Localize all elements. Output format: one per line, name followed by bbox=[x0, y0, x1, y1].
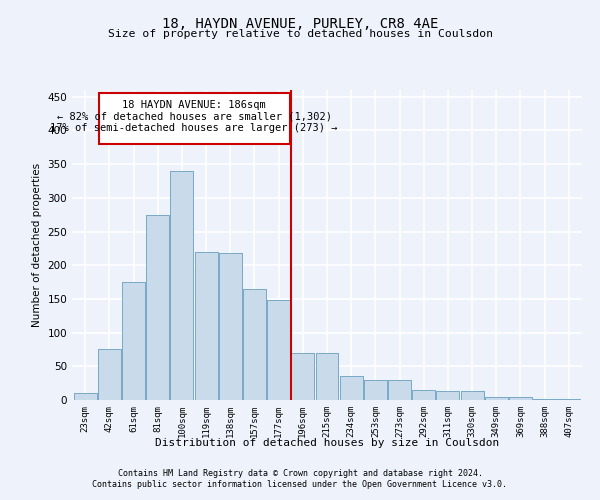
Bar bbox=[74, 394, 97, 400]
Bar bbox=[194, 252, 218, 400]
Bar bbox=[219, 253, 242, 400]
Text: Contains public sector information licensed under the Open Government Licence v3: Contains public sector information licen… bbox=[92, 480, 508, 489]
Bar bbox=[243, 289, 266, 400]
Text: Size of property relative to detached houses in Coulsdon: Size of property relative to detached ho… bbox=[107, 29, 493, 39]
Bar bbox=[243, 289, 266, 400]
Bar bbox=[122, 282, 145, 400]
Bar bbox=[74, 394, 97, 400]
Text: 18, HAYDN AVENUE, PURLEY, CR8 4AE: 18, HAYDN AVENUE, PURLEY, CR8 4AE bbox=[162, 18, 438, 32]
Bar bbox=[485, 396, 508, 400]
Text: 17% of semi-detached houses are larger (273) →: 17% of semi-detached houses are larger (… bbox=[50, 123, 338, 133]
Bar bbox=[388, 380, 411, 400]
Bar bbox=[340, 376, 362, 400]
Bar bbox=[412, 390, 435, 400]
Bar bbox=[170, 171, 193, 400]
Text: Contains HM Land Registry data © Crown copyright and database right 2024.: Contains HM Land Registry data © Crown c… bbox=[118, 468, 482, 477]
Bar bbox=[267, 300, 290, 400]
Bar bbox=[122, 282, 145, 400]
Bar bbox=[509, 396, 532, 400]
FancyBboxPatch shape bbox=[98, 94, 290, 144]
Bar bbox=[364, 380, 387, 400]
Bar bbox=[98, 350, 121, 400]
Y-axis label: Number of detached properties: Number of detached properties bbox=[32, 163, 42, 327]
Bar bbox=[292, 353, 314, 400]
Text: Distribution of detached houses by size in Coulsdon: Distribution of detached houses by size … bbox=[155, 438, 499, 448]
Bar bbox=[146, 214, 169, 400]
Text: 18 HAYDN AVENUE: 186sqm: 18 HAYDN AVENUE: 186sqm bbox=[122, 100, 266, 110]
Bar bbox=[194, 252, 218, 400]
Bar bbox=[485, 396, 508, 400]
Bar bbox=[267, 300, 290, 400]
Bar bbox=[388, 380, 411, 400]
Bar bbox=[509, 396, 532, 400]
Bar bbox=[436, 391, 460, 400]
Bar bbox=[316, 353, 338, 400]
Bar bbox=[170, 171, 193, 400]
Bar bbox=[340, 376, 362, 400]
Bar bbox=[436, 391, 460, 400]
Bar bbox=[219, 253, 242, 400]
Bar bbox=[316, 353, 338, 400]
Bar bbox=[364, 380, 387, 400]
Bar bbox=[146, 214, 169, 400]
Text: ← 82% of detached houses are smaller (1,302): ← 82% of detached houses are smaller (1,… bbox=[56, 112, 332, 122]
Bar bbox=[461, 391, 484, 400]
Bar bbox=[412, 390, 435, 400]
Bar bbox=[292, 353, 314, 400]
Bar bbox=[461, 391, 484, 400]
Bar bbox=[98, 350, 121, 400]
